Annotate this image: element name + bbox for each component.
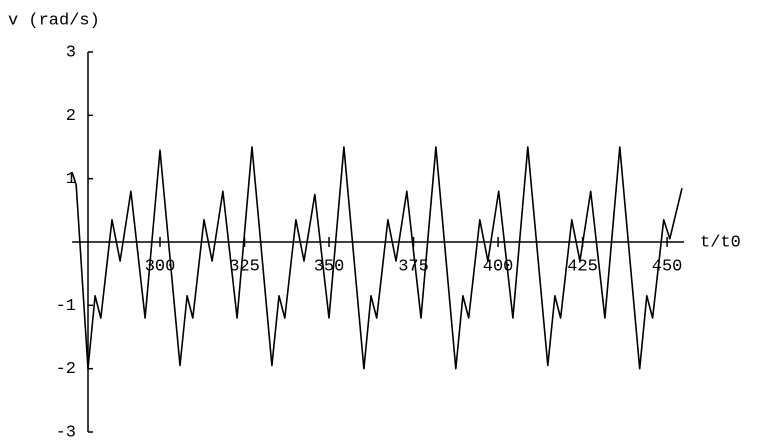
x-tick-label: 350 [314,257,345,276]
x-tick-label: 300 [145,257,176,276]
y-axis-label: v (rad/s) [8,11,100,30]
x-tick-label: 375 [398,257,429,276]
x-axis-label: t/t0 [700,233,741,252]
x-tick-label: 325 [229,257,260,276]
data-line [71,146,683,370]
y-tick-label: -3 [56,423,76,440]
y-tick-label: 3 [66,43,76,62]
x-tick-label: 400 [483,257,514,276]
y-tick-label: -2 [56,360,76,379]
y-tick-label: -1 [56,297,76,316]
y-tick-label: 1 [66,170,76,189]
x-tick-label: 425 [567,257,598,276]
y-tick-label: 2 [66,107,76,126]
x-tick-label: 450 [652,257,683,276]
